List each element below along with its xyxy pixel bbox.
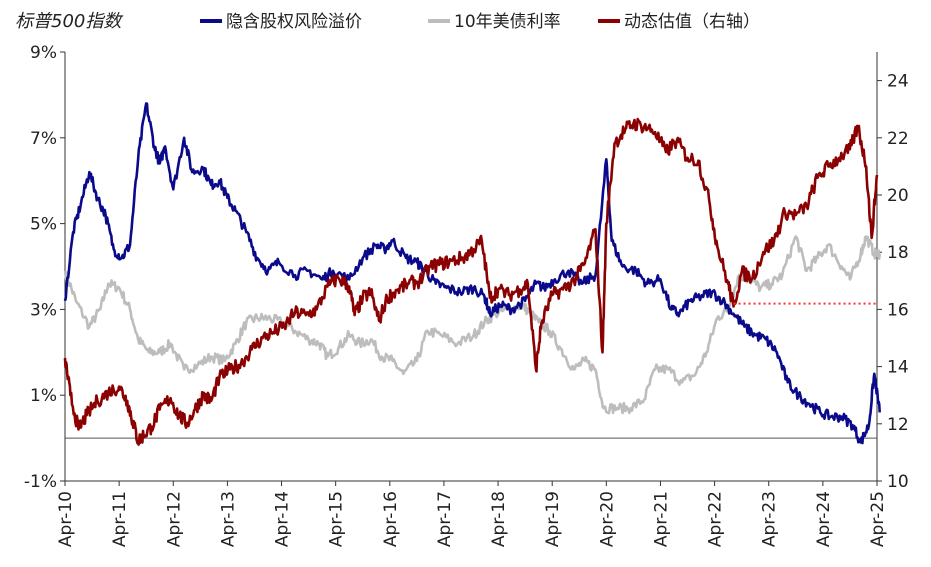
left-tick-label: 1% [30,386,57,406]
x-tick-label: Apr-10 [56,491,76,547]
left-tick-label: 7% [30,129,57,149]
left-tick-label: 3% [30,300,57,320]
right-tick-label: 12 [887,415,909,435]
left-tick-label: 5% [30,215,57,235]
chart-title: 标普500指数 [15,11,123,32]
x-tick-label: Apr-18 [489,491,509,547]
right-tick-label: 10 [887,472,909,492]
x-tick-label: Apr-16 [381,491,401,547]
right-tick-label: 14 [887,358,909,378]
series-line-1 [63,235,881,415]
x-tick-label: Apr-25 [868,491,888,547]
series-layer [63,102,881,446]
x-tick-label: Apr-22 [706,491,726,547]
x-tick-label: Apr-21 [651,491,671,547]
legend-label-1: 10年美债利率 [454,12,561,32]
x-tick-label: Apr-19 [543,491,563,547]
x-tick-label: Apr-13 [218,491,238,547]
x-tick-label: Apr-23 [760,491,780,547]
right-tick-label: 24 [887,72,909,92]
x-tick-label: Apr-17 [435,491,455,547]
legend: 隐含股权风险溢价 10年美债利率 动态估值（右轴） [200,12,760,32]
axes: -1% 1% 3% 5% 7% 9% 10 12 14 16 18 20 22 24 Apr-10 Apr-1… [24,43,909,547]
right-tick-label: 22 [887,129,909,149]
x-tick-label: Apr-14 [273,491,293,547]
series-line-0 [63,102,881,445]
left-tick-label: 9% [30,43,57,63]
right-tick-label: 18 [887,243,909,263]
x-tick-label: Apr-15 [327,491,347,547]
right-tick-label: 16 [887,300,909,320]
left-tick-label: -1% [24,472,57,492]
legend-label-0: 隐含股权风险溢价 [226,12,362,32]
x-tick-label: Apr-11 [110,491,130,547]
right-tick-label: 20 [887,186,909,206]
x-tick-label: Apr-12 [164,491,184,547]
legend-label-2: 动态估值（右轴） [624,12,760,32]
x-tick-label: Apr-24 [814,491,834,547]
x-tick-label: Apr-20 [597,491,617,547]
series-line-2 [63,117,879,446]
